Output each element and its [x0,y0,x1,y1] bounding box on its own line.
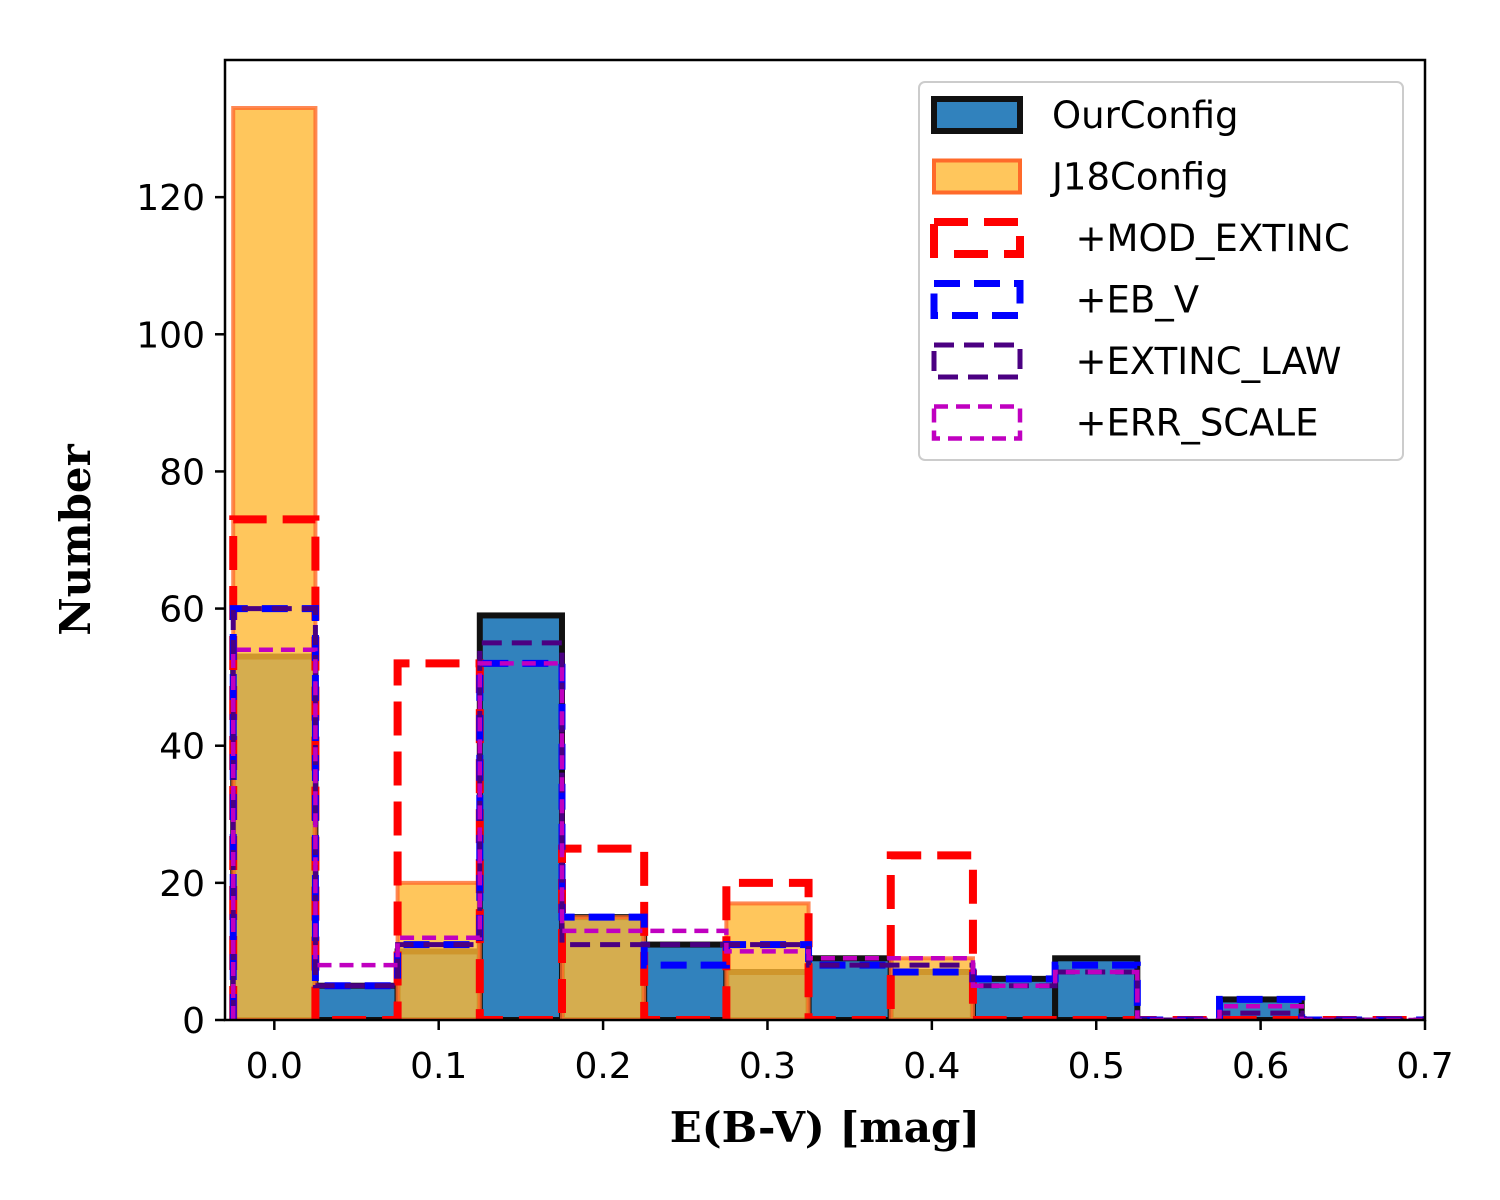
legend-label: +MOD_EXTINC [1052,217,1350,260]
legend-label: J18Config [1050,156,1229,199]
x-tick-label: 0.6 [1232,1046,1289,1087]
y-tick-label: 40 [159,727,205,768]
legend-swatch [930,280,1024,319]
x-tick-label: 0.5 [1068,1046,1125,1087]
x-tick-label: 0.4 [903,1046,960,1087]
legend-label: +EB_V [1052,279,1199,322]
bar [312,982,401,1020]
axes-frame [223,58,1427,1022]
plot-area [229,106,1425,1020]
legend-item: +MOD_EXTINC [930,217,1350,260]
legend-swatch [931,96,1023,134]
x-axis-title: E(B-V) [mag] [670,1103,980,1152]
axis-ticks: 0.0 0.1 0.2 0.3 0.4 0.5 0.6 0.7 0 20 40 60 80 100 120 [136,178,1453,1087]
step-line [230,647,1425,1020]
y-tick-label: 20 [159,864,205,905]
y-tick-label: 120 [136,178,205,219]
legend-item: J18Config [932,156,1229,199]
legend-label: +ERR_SCALE [1052,402,1318,445]
bar [724,901,811,1020]
legend-swatch [932,158,1022,195]
x-tick-label: 0.3 [739,1046,796,1087]
bar [888,956,975,1020]
bar [395,880,482,1020]
y-tick-label: 60 [159,590,205,631]
y-axis-title: Number [51,443,100,635]
y-tick-label: 80 [159,452,205,493]
legend-label: OurConfig [1052,94,1239,137]
legend-item: OurConfig [931,94,1239,137]
bar [641,941,730,1020]
legend: OurConfig J18Config +MOD_EXTINC +EB_V +EX… [918,81,1404,461]
legend-swatch [931,342,1023,380]
y-tick-label: 0 [182,1001,205,1042]
legend-swatch [931,404,1023,441]
y-tick-label: 100 [136,315,205,356]
x-tick-label: 0.0 [246,1046,303,1087]
x-tick-label: 0.1 [410,1046,467,1087]
x-tick-label: 0.2 [574,1046,631,1087]
legend-frame [918,81,1404,461]
bar [231,106,318,1020]
legend-swatch [930,218,1024,258]
series-j18config [231,106,975,1020]
legend-item: +EB_V [930,279,1199,322]
legend-item: +ERR_SCALE [931,402,1318,445]
series--err-scale [230,647,1425,1020]
x-tick-label: 0.7 [1396,1046,1453,1087]
bar [476,612,565,1020]
legend-label: +EXTINC_LAW [1052,340,1341,383]
legend-item: +EXTINC_LAW [931,340,1341,383]
